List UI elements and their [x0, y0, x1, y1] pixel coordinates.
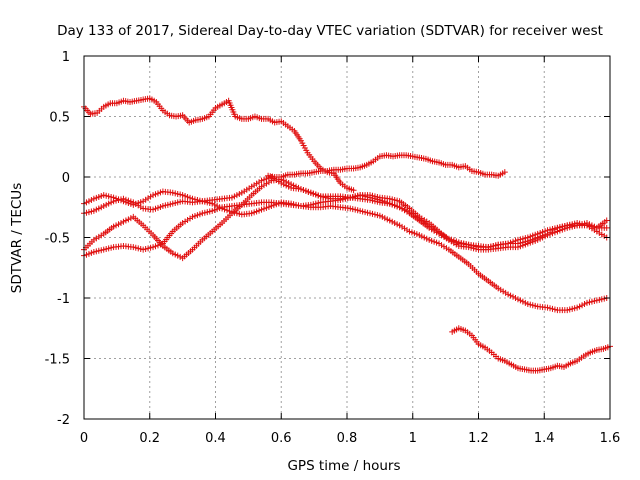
y-tick-labels: -2 -1.5 -1 -0.5 0 0.5 1	[45, 50, 70, 428]
axis-ticks	[83, 55, 611, 420]
x-tick-label: 0.8	[337, 431, 358, 446]
x-tick-label: 0.4	[205, 431, 226, 446]
data-points	[81, 95, 613, 374]
x-axis-label: GPS time / hours	[287, 458, 400, 474]
x-tick-labels: 0 0.2 0.4 0.6 0.8 1 1.2 1.4 1.6	[80, 431, 620, 446]
y-axis-label: SDTVAR / TECUs	[9, 183, 25, 293]
data-point	[350, 187, 357, 194]
x-tick-label: 0.6	[271, 431, 292, 446]
y-tick-label: -1.5	[45, 353, 70, 368]
x-tick-label: 1	[409, 431, 417, 446]
y-tick-label: 0	[62, 171, 70, 186]
y-tick-label: -0.5	[45, 232, 70, 247]
data-point	[603, 224, 610, 231]
data-point	[501, 169, 508, 176]
x-tick-label: 1.6	[600, 431, 621, 446]
data-point	[603, 217, 610, 224]
x-tick-label: 0	[80, 431, 88, 446]
y-tick-label: -1	[57, 292, 70, 307]
y-tick-label: -2	[57, 413, 70, 428]
x-tick-label: 0.2	[139, 431, 160, 446]
chart-title: Day 133 of 2017, Sidereal Day-to-day VTE…	[57, 23, 603, 39]
y-tick-label: 0.5	[49, 111, 70, 126]
x-tick-label: 1.2	[468, 431, 489, 446]
y-tick-label: 1	[62, 50, 70, 65]
x-tick-label: 1.4	[534, 431, 555, 446]
